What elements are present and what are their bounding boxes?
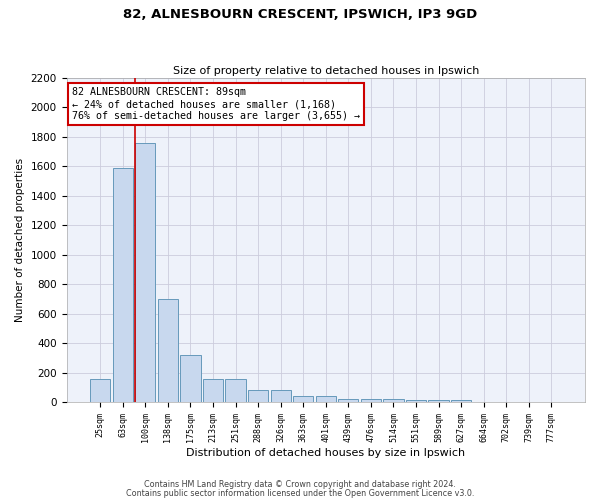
Bar [271, 390, 291, 402]
Bar [158, 299, 178, 402]
Text: Contains HM Land Registry data © Crown copyright and database right 2024.: Contains HM Land Registry data © Crown c… [144, 480, 456, 489]
Bar [113, 168, 133, 402]
Bar [316, 396, 336, 402]
Bar [135, 142, 155, 402]
X-axis label: Distribution of detached houses by size in Ipswich: Distribution of detached houses by size … [186, 448, 466, 458]
Bar [383, 400, 404, 402]
Bar [361, 400, 381, 402]
Bar [428, 400, 449, 402]
Bar [406, 400, 426, 402]
Bar [181, 355, 200, 402]
Bar [226, 380, 246, 402]
Text: 82 ALNESBOURN CRESCENT: 89sqm
← 24% of detached houses are smaller (1,168)
76% o: 82 ALNESBOURN CRESCENT: 89sqm ← 24% of d… [72, 88, 360, 120]
Y-axis label: Number of detached properties: Number of detached properties [15, 158, 25, 322]
Bar [293, 396, 313, 402]
Bar [90, 378, 110, 402]
Bar [248, 390, 268, 402]
Bar [203, 380, 223, 402]
Text: Contains public sector information licensed under the Open Government Licence v3: Contains public sector information licen… [126, 488, 474, 498]
Text: 82, ALNESBOURN CRESCENT, IPSWICH, IP3 9GD: 82, ALNESBOURN CRESCENT, IPSWICH, IP3 9G… [123, 8, 477, 20]
Title: Size of property relative to detached houses in Ipswich: Size of property relative to detached ho… [173, 66, 479, 76]
Bar [451, 400, 471, 402]
Bar [338, 398, 358, 402]
